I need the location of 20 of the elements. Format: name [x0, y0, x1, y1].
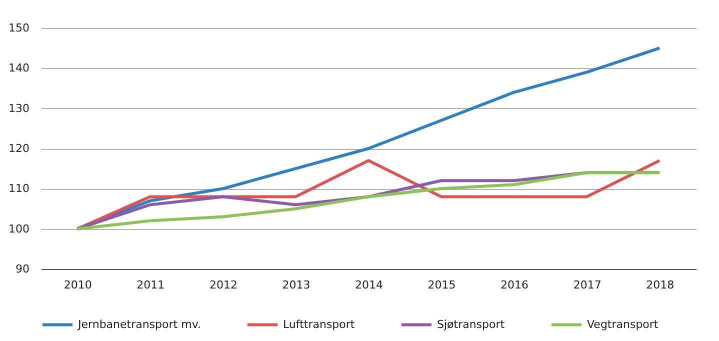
y-tick-label: 130	[8, 102, 30, 115]
y-tick-label: 150	[8, 22, 30, 34]
x-tick-label: 2014	[355, 278, 383, 292]
x-tick-label: 2017	[573, 278, 602, 292]
y-tick-label: 140	[8, 62, 30, 75]
x-tick-label: 2018	[646, 278, 674, 292]
legend-label: Lufttransport	[283, 318, 356, 331]
y-tick-label: 120	[8, 142, 30, 155]
x-tick-label: 2015	[428, 278, 456, 292]
y-tick-label: 110	[8, 182, 30, 196]
legend-label: Sjøtransport	[437, 318, 506, 331]
x-tick-label: 2010	[64, 278, 92, 292]
x-tick-label: 2012	[209, 278, 238, 292]
x-tick-label: 2013	[282, 278, 310, 292]
legend-label: Jernbanetransport mv.	[77, 318, 201, 331]
y-tick-label: 100	[8, 222, 30, 236]
x-tick-label: 2016	[500, 278, 529, 292]
legend-label: Vegtransport	[587, 318, 659, 331]
x-tick-label: 2011	[136, 278, 165, 292]
y-tick-label: 90	[16, 262, 30, 276]
